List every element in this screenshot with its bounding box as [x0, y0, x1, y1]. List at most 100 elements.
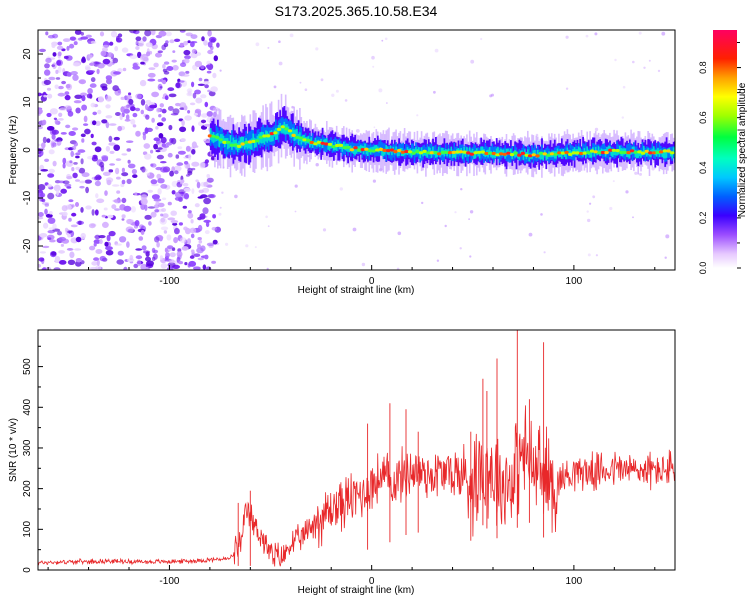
noise-speckle — [104, 241, 109, 247]
noise-speckle — [48, 168, 55, 174]
noise-speckle — [62, 38, 71, 42]
signal-track — [638, 151, 641, 157]
signal-track — [449, 152, 451, 158]
noise-speckle — [105, 177, 114, 183]
noise-speckle — [207, 89, 211, 93]
signal-track — [355, 146, 358, 154]
signal-track — [262, 132, 264, 144]
noise-speckle — [121, 218, 125, 221]
signal-track — [589, 151, 591, 158]
noise-speckle — [190, 249, 195, 253]
sparse-speckle — [218, 212, 222, 216]
signal-core — [670, 151, 675, 155]
noise-speckle — [174, 170, 179, 175]
signal-core — [386, 149, 391, 153]
noise-speckle — [101, 156, 109, 162]
signal-core — [604, 151, 609, 155]
noise-speckle — [57, 41, 63, 46]
noise-speckle — [163, 42, 169, 48]
colorbar-label: Normalized spectral amplitude — [737, 82, 748, 217]
signal-track — [460, 148, 462, 153]
noise-speckle — [155, 149, 161, 153]
noise-speckle — [150, 163, 157, 168]
noise-speckle — [107, 52, 113, 58]
noise-speckle — [148, 129, 152, 132]
sparse-speckle — [470, 59, 475, 64]
sparse-speckle — [273, 85, 277, 89]
noise-speckle — [203, 219, 211, 223]
signal-track — [579, 147, 581, 153]
noise-speckle — [201, 36, 205, 42]
signal-core — [651, 151, 657, 155]
noise-speckle — [88, 70, 96, 73]
noise-speckle — [140, 194, 148, 200]
signal-core — [549, 152, 555, 156]
signal-core — [349, 148, 354, 152]
signal-track — [519, 150, 522, 156]
noise-speckle — [213, 55, 218, 62]
signal-core — [233, 143, 238, 147]
sparse-speckle — [594, 127, 599, 132]
noise-speckle — [99, 255, 107, 262]
noise-speckle — [38, 143, 41, 147]
noise-speckle — [64, 183, 72, 187]
signal-core — [644, 149, 649, 153]
x-tick-label: -100 — [159, 576, 179, 587]
signal-track — [229, 135, 232, 147]
noise-speckle — [75, 155, 80, 159]
noise-speckle — [109, 150, 115, 154]
noise-speckle — [121, 167, 125, 173]
signal-track — [365, 147, 368, 155]
signal-core — [284, 127, 289, 131]
noise-speckle — [126, 148, 132, 152]
signal-track — [466, 146, 468, 155]
signal-track — [225, 134, 228, 157]
signal-track — [651, 148, 654, 154]
noise-speckle — [58, 236, 66, 242]
sparse-speckle — [587, 253, 591, 257]
signal-core — [371, 149, 376, 153]
signal-track — [389, 145, 392, 160]
signal-track — [511, 146, 513, 157]
signal-track — [354, 147, 356, 156]
noise-speckle — [42, 119, 47, 126]
sparse-speckle — [638, 31, 642, 35]
sparse-speckle — [454, 211, 457, 214]
signal-core — [429, 151, 435, 155]
noise-speckle — [160, 184, 168, 189]
noise-speckle — [88, 54, 93, 59]
noise-speckle — [53, 117, 58, 121]
noise-speckle — [74, 30, 82, 35]
signal-core — [306, 138, 311, 142]
noise-speckle — [88, 223, 96, 229]
noise-speckle — [80, 133, 86, 138]
noise-speckle — [194, 145, 199, 148]
signal-track — [430, 143, 433, 157]
sparse-speckle — [335, 89, 339, 93]
sparse-speckle — [664, 256, 667, 259]
noise-speckle — [165, 142, 173, 146]
noise-speckle — [63, 55, 69, 60]
noise-speckle — [91, 156, 98, 162]
sparse-speckle — [254, 246, 257, 249]
noise-speckle — [121, 197, 127, 204]
noise-speckle — [142, 133, 147, 141]
noise-speckle — [44, 208, 48, 215]
noise-speckle — [108, 230, 116, 237]
sparse-speckle — [625, 190, 629, 194]
signal-core — [447, 151, 453, 155]
signal-track — [536, 150, 539, 157]
signal-core — [207, 134, 213, 138]
signal-track — [289, 129, 291, 137]
noise-speckle — [135, 93, 142, 100]
y-tick-label: 10 — [22, 96, 33, 108]
noise-speckle — [44, 203, 49, 207]
snr-series-line — [38, 405, 675, 567]
signal-track — [418, 150, 420, 160]
signal-track — [314, 137, 317, 145]
noise-speckle — [194, 203, 200, 208]
noise-speckle — [166, 267, 174, 270]
noise-speckle — [193, 253, 201, 257]
spectrogram-x-label: Height of straight line (km) — [298, 285, 415, 296]
noise-speckle — [116, 259, 124, 265]
